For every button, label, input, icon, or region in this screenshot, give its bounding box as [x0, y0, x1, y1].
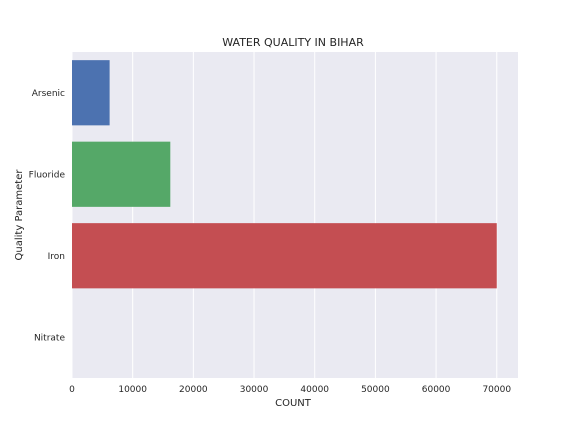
- chart-title: WATER QUALITY IN BIHAR: [222, 36, 364, 49]
- y-tick-labels: Arsenic Fluoride Iron Nitrate: [29, 89, 66, 344]
- y-tick-label: Fluoride: [29, 170, 66, 180]
- x-tick-labels: 0 10000 20000 30000 40000 50000 60000 70000: [69, 385, 511, 395]
- x-tick-label: 20000: [179, 385, 208, 395]
- x-axis-label: COUNT: [275, 398, 312, 409]
- x-tick-label: 60000: [422, 385, 451, 395]
- x-tick-label: 50000: [361, 385, 390, 395]
- grid-lines: [71, 52, 498, 378]
- bar-iron: [72, 223, 497, 289]
- y-tick-label: Iron: [48, 252, 65, 262]
- y-axis-label: Quality Parameter: [14, 169, 25, 261]
- bar-arsenic: [72, 60, 110, 126]
- x-tick-label: 40000: [300, 385, 329, 395]
- y-tick-label: Nitrate: [34, 333, 66, 343]
- y-tick-label: Arsenic: [32, 89, 65, 99]
- x-tick-label: 10000: [118, 385, 147, 395]
- plot-area: [72, 52, 518, 378]
- bar-fluoride: [72, 141, 171, 207]
- x-tick-label: 70000: [482, 385, 511, 395]
- x-tick-label: 0: [69, 385, 75, 395]
- x-tick-label: 30000: [240, 385, 269, 395]
- bars: [72, 60, 497, 289]
